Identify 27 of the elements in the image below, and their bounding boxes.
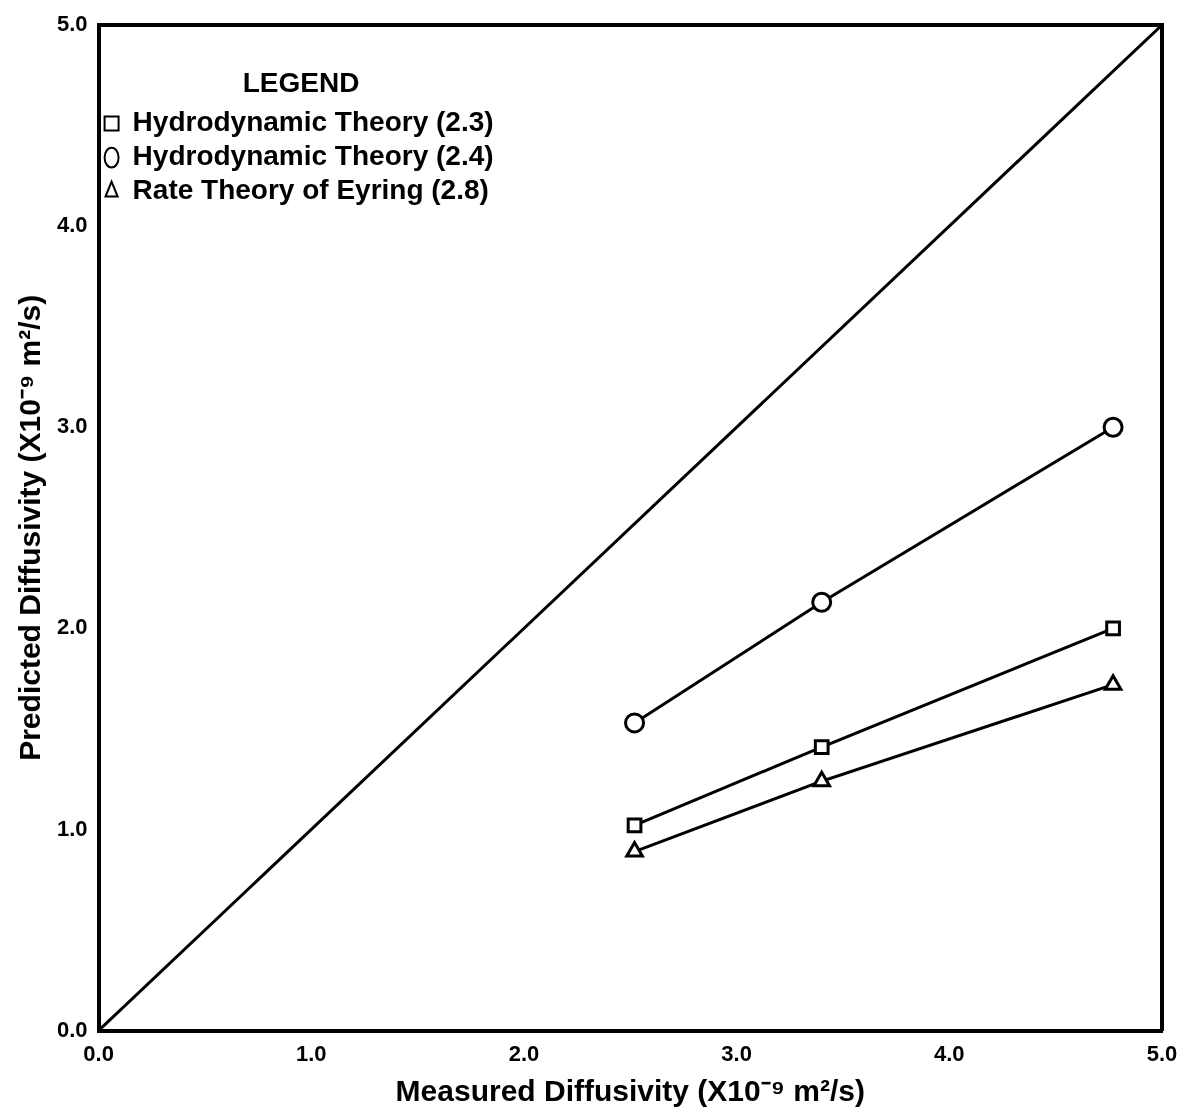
y-axis-title: Predicted Diffusivity (X10⁻⁹ m²/s): [13, 294, 47, 761]
legend-label: Hydrodynamic Theory (2.3): [132, 106, 494, 138]
point: [812, 770, 831, 788]
point: [1105, 620, 1121, 637]
legend-title: LEGEND: [242, 66, 360, 98]
y-tick-label: 0.0: [56, 1016, 88, 1042]
point: [813, 739, 830, 755]
point: [1103, 674, 1123, 691]
point: [624, 712, 646, 734]
x-tick-label: 0.0: [83, 1040, 114, 1066]
point: [625, 841, 644, 858]
legend-label: Rate Theory of Eyring (2.8): [132, 174, 489, 206]
x-axis-title: Measured Diffusivity (X10⁻⁹ m²/s): [395, 1074, 865, 1108]
y-tick-label: 3.0: [56, 413, 88, 439]
point: [1102, 416, 1124, 438]
y-tick-label: 5.0: [56, 11, 88, 37]
legend-label: Hydrodynamic Theory (2.4): [132, 140, 494, 172]
x-tick-label: 4.0: [934, 1040, 965, 1066]
x-tick-label: 3.0: [721, 1040, 752, 1066]
y-tick-label: 4.0: [56, 212, 88, 238]
point: [811, 591, 833, 613]
point: [626, 817, 643, 834]
y-tick-label: 1.0: [56, 815, 88, 841]
y-tick-label: 2.0: [56, 614, 88, 640]
x-tick-label: 1.0: [295, 1040, 327, 1066]
x-tick-label: 2.0: [508, 1040, 540, 1066]
x-tick-label: 5.0: [1146, 1040, 1178, 1066]
